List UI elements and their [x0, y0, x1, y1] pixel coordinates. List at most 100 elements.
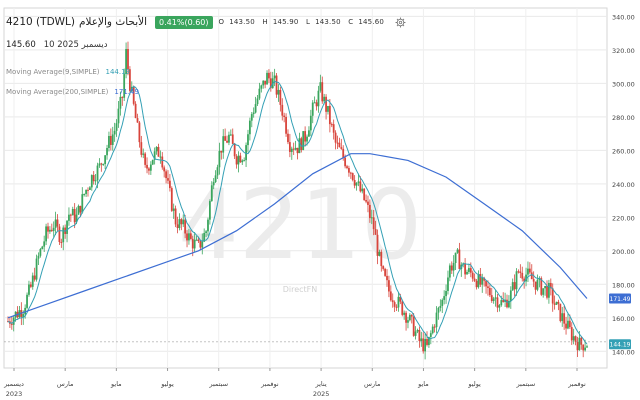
- candle-up: [500, 300, 503, 306]
- candle-up: [108, 135, 110, 148]
- candle-down: [391, 300, 394, 303]
- candle-down: [517, 271, 520, 273]
- candle-down: [523, 278, 526, 282]
- y-tick-label: 140.00: [612, 348, 635, 356]
- candle-down: [288, 142, 291, 152]
- price-tag: [609, 293, 631, 304]
- x-tick-label: نوفمبر: [567, 380, 586, 388]
- candle-up: [403, 312, 406, 315]
- y-tick-label: 180.00: [612, 281, 635, 289]
- candle-down: [296, 147, 299, 154]
- candle-up: [22, 314, 25, 317]
- candle-down: [33, 275, 36, 280]
- candle-up: [96, 165, 99, 181]
- candle-down: [433, 326, 436, 328]
- candle-down: [176, 224, 179, 229]
- candle-down: [405, 312, 407, 323]
- candle-down: [568, 320, 571, 328]
- candle-up: [477, 274, 480, 288]
- candle-down: [506, 299, 508, 308]
- candle-up: [237, 155, 240, 165]
- plot-frame: [3, 7, 608, 369]
- candle-down: [304, 131, 307, 142]
- chart-header: 4210 (TDWL) الأبحاث والإعلام 0.41%(0.60)…: [6, 12, 406, 32]
- ma9-legend[interactable]: Moving Average(9,SIMPLE) 144.19: [6, 68, 130, 76]
- candle-down: [167, 178, 169, 181]
- candle-down: [50, 229, 53, 231]
- candle-down: [530, 272, 533, 280]
- candle-down: [264, 80, 267, 85]
- candle-down: [519, 271, 522, 273]
- candle-down: [557, 301, 560, 304]
- candle-down: [157, 146, 160, 157]
- candle-down: [388, 280, 390, 292]
- candle-up: [256, 98, 259, 105]
- candle-up: [555, 301, 558, 305]
- candle-up: [248, 120, 251, 135]
- y-tick-label: 320.00: [612, 47, 635, 55]
- candle-down: [292, 148, 295, 150]
- candle-down: [239, 155, 242, 163]
- candle-down: [138, 122, 141, 143]
- candle-up: [125, 49, 127, 75]
- candle-up: [466, 271, 468, 275]
- candle-down: [180, 219, 183, 225]
- candle-down: [471, 272, 474, 279]
- candle-up: [407, 320, 409, 323]
- candle-down: [332, 124, 335, 133]
- candle-down: [348, 168, 350, 173]
- candle-up: [71, 208, 74, 216]
- price-tag: [609, 339, 631, 350]
- close-value: 145.60: [358, 18, 385, 26]
- candle-up: [26, 294, 28, 308]
- candle-up: [542, 288, 545, 295]
- candle-up: [494, 297, 497, 299]
- candle-down: [334, 132, 337, 143]
- candle-up: [584, 347, 586, 351]
- candle-up: [309, 115, 312, 131]
- ma9-line: [7, 80, 588, 345]
- price-tag-label: 144.19: [610, 342, 631, 349]
- candle-down: [582, 344, 585, 351]
- gear-icon[interactable]: [395, 17, 406, 28]
- candle-up: [222, 136, 225, 153]
- candle-up: [254, 104, 257, 113]
- x-tick-label: مايو: [417, 380, 429, 388]
- candle-down: [47, 226, 49, 232]
- candle-up: [83, 193, 86, 195]
- candle-down: [410, 314, 413, 317]
- candle-down: [29, 284, 32, 287]
- candle-up: [515, 271, 518, 290]
- candle-up: [509, 290, 512, 301]
- x-tick-label: مارس: [364, 380, 381, 388]
- candle-up: [306, 136, 308, 142]
- y-tick-label: 260.00: [612, 147, 635, 155]
- candle-up: [308, 130, 310, 137]
- candle-down: [300, 138, 303, 151]
- candle-down: [128, 69, 131, 91]
- candle-up: [104, 155, 107, 165]
- candle-down: [551, 288, 554, 304]
- candle-down: [132, 86, 135, 104]
- candle-down: [549, 282, 552, 289]
- candle-down: [121, 96, 124, 98]
- candle-down: [163, 167, 166, 172]
- candle-down: [553, 303, 556, 305]
- x-tick-label: يوليو: [160, 380, 174, 388]
- candle-down: [376, 234, 379, 256]
- candle-up: [492, 298, 495, 302]
- ma200-legend[interactable]: Moving Average(200,SIMPLE) 171.49: [6, 88, 139, 96]
- candle-down: [199, 240, 202, 248]
- candle-down: [281, 104, 284, 116]
- candle-down: [220, 150, 223, 153]
- candle-up: [378, 251, 381, 256]
- candle-up: [123, 74, 126, 98]
- candle-up: [536, 279, 539, 290]
- candle-down: [372, 217, 375, 230]
- low-value: 143.50: [315, 18, 341, 26]
- candle-down: [189, 233, 192, 239]
- candle-up: [258, 88, 261, 99]
- candle-up: [548, 282, 550, 298]
